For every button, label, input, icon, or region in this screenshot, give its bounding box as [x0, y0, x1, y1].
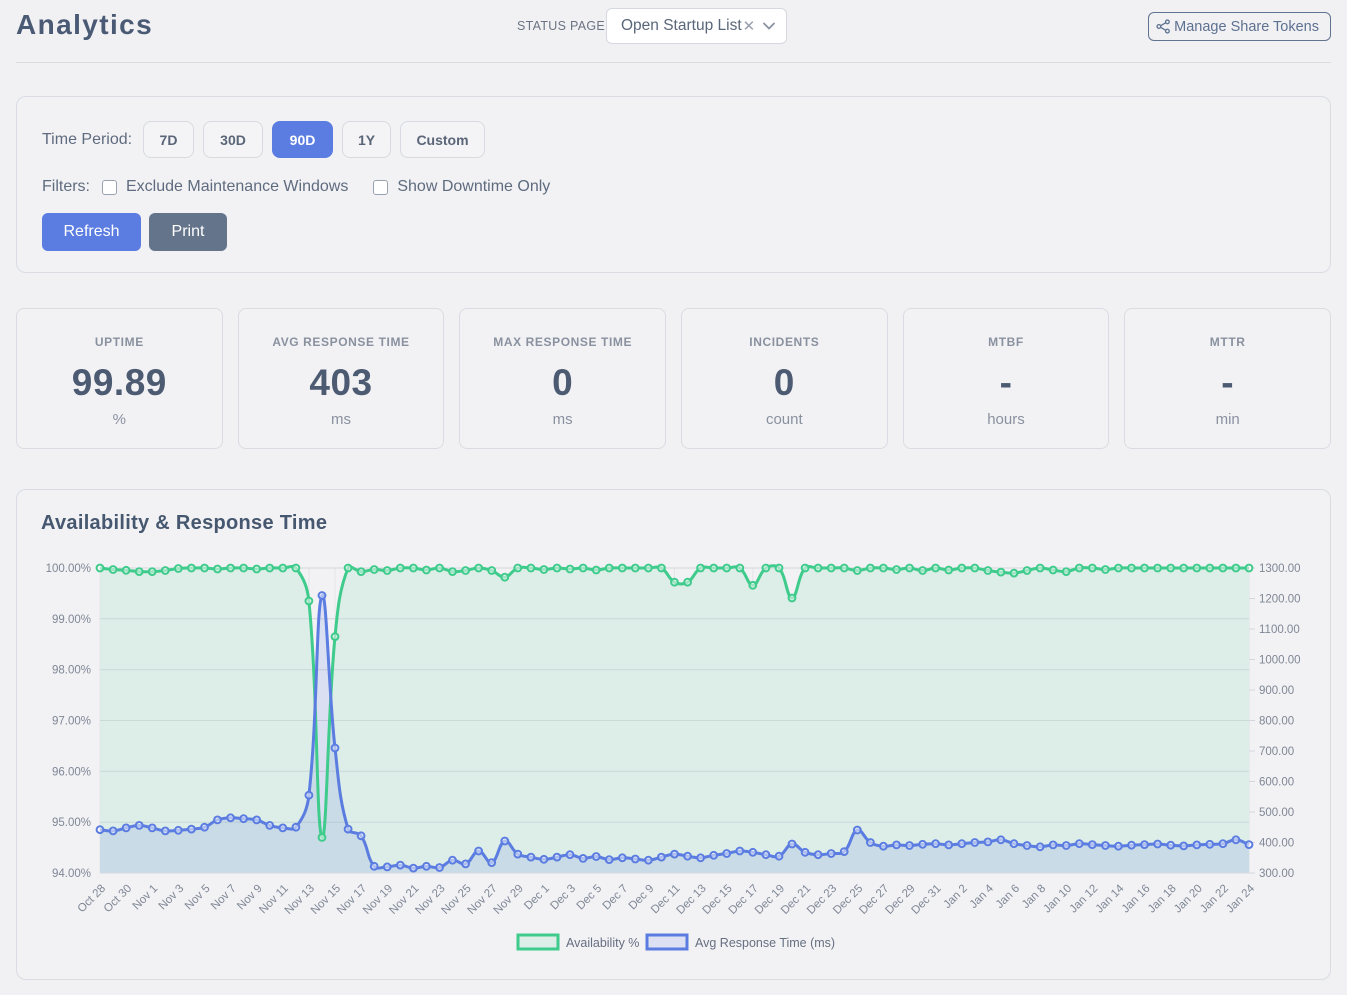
svg-text:Nov 5: Nov 5	[183, 883, 213, 913]
svg-text:Nov 7: Nov 7	[209, 883, 239, 913]
svg-text:900.00: 900.00	[1259, 685, 1294, 697]
svg-text:Nov 3: Nov 3	[157, 883, 187, 913]
svg-text:400.00: 400.00	[1259, 838, 1294, 850]
svg-text:Jan 2: Jan 2	[942, 883, 970, 911]
svg-text:100.00%: 100.00%	[46, 563, 91, 575]
svg-text:700.00: 700.00	[1259, 746, 1294, 758]
svg-text:Dec 3: Dec 3	[548, 883, 578, 913]
svg-text:Jan 12: Jan 12	[1068, 883, 1101, 916]
svg-text:1000.00: 1000.00	[1259, 655, 1301, 667]
svg-text:Nov 1: Nov 1	[131, 883, 161, 913]
svg-text:95.00%: 95.00%	[52, 817, 91, 829]
svg-text:Dec 31: Dec 31	[909, 883, 943, 917]
svg-text:Jan 22: Jan 22	[1198, 883, 1231, 916]
svg-text:Jan 20: Jan 20	[1172, 883, 1205, 916]
svg-text:Dec 1: Dec 1	[522, 883, 552, 913]
svg-text:Jan 10: Jan 10	[1041, 883, 1074, 916]
svg-text:Oct 30: Oct 30	[102, 883, 134, 915]
svg-text:800.00: 800.00	[1259, 716, 1294, 728]
svg-text:Jan 16: Jan 16	[1120, 883, 1153, 916]
svg-text:Nov 29: Nov 29	[492, 883, 526, 917]
svg-text:97.00%: 97.00%	[52, 716, 91, 728]
svg-text:Dec 5: Dec 5	[575, 883, 605, 913]
svg-text:Availability %: Availability %	[566, 936, 639, 950]
svg-text:Avg Response Time (ms): Avg Response Time (ms)	[695, 936, 835, 950]
svg-text:500.00: 500.00	[1259, 807, 1294, 819]
svg-text:96.00%: 96.00%	[52, 766, 91, 778]
svg-text:300.00: 300.00	[1259, 868, 1294, 880]
svg-text:1200.00: 1200.00	[1259, 594, 1301, 606]
svg-text:Jan 4: Jan 4	[968, 882, 997, 911]
svg-text:Jan 6: Jan 6	[994, 883, 1022, 911]
svg-text:94.00%: 94.00%	[52, 868, 91, 880]
svg-text:99.00%: 99.00%	[52, 614, 91, 626]
svg-text:Dec 7: Dec 7	[601, 883, 631, 913]
svg-text:98.00%: 98.00%	[52, 665, 91, 677]
svg-text:1100.00: 1100.00	[1259, 624, 1300, 636]
svg-text:Jan 18: Jan 18	[1146, 883, 1179, 916]
svg-text:600.00: 600.00	[1259, 777, 1294, 789]
svg-text:Oct 28: Oct 28	[76, 883, 108, 915]
svg-text:Jan 24: Jan 24	[1224, 882, 1257, 915]
svg-text:1300.00: 1300.00	[1259, 563, 1301, 575]
